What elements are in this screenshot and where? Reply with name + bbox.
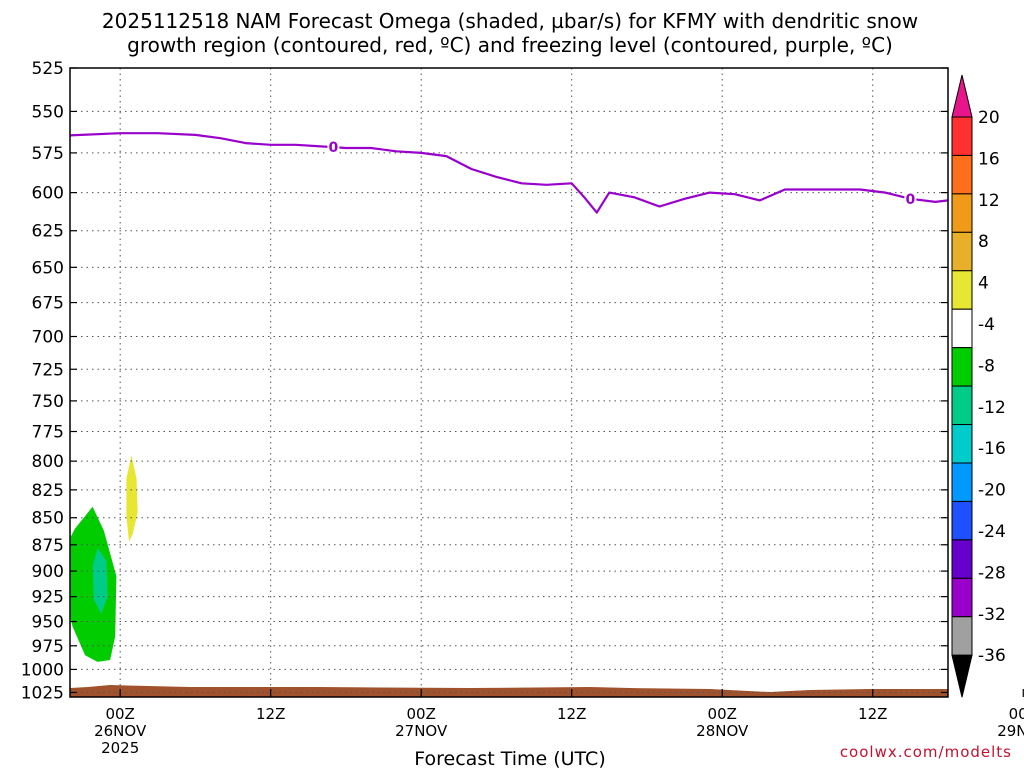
x-tick-label-12-0: 12Z — [256, 705, 285, 723]
x-tick-label-48-1: 28NOV — [696, 722, 749, 740]
x-tick-label-72-1: 29NOV — [997, 722, 1024, 740]
y-tick-label-875: 875 — [32, 536, 64, 556]
plot-area: 00 — [69, 67, 949, 698]
colorbar-label-8: -16 — [978, 439, 1006, 459]
colorbar-box-7 — [951, 385, 973, 426]
freezing-level-label-1: 0 — [905, 192, 915, 208]
colorbar-box-3 — [951, 231, 973, 272]
y-tick-label-900: 900 — [32, 562, 64, 582]
y-tick-label-725: 725 — [32, 360, 64, 380]
x-tick-label-24-0: 00Z — [407, 705, 436, 723]
colorbar-box-2 — [951, 193, 973, 233]
colorbar-box-0 — [951, 116, 973, 156]
freezing-level-line — [70, 132, 948, 214]
y-tick-label-550: 550 — [32, 102, 64, 122]
x-axis-label: Forecast Time (UTC) — [414, 748, 605, 768]
x-tick-label-0-0: 00Z — [105, 705, 134, 723]
terrain-ground — [70, 685, 948, 697]
y-tick-label-1000: 1000 — [21, 660, 64, 680]
y-tick-label-625: 625 — [32, 222, 64, 242]
x-tick-label-24-1: 27NOV — [395, 722, 448, 740]
y-tick-label-925: 925 — [32, 588, 64, 608]
contour-label-bg-1 — [904, 190, 917, 207]
x-tick-label-60-0: 12Z — [858, 705, 887, 723]
y-tick-label-975: 975 — [32, 637, 64, 657]
freezing-level-label-0: 0 — [329, 140, 339, 156]
y-tick-label-825: 825 — [32, 481, 64, 501]
credit-text[interactable]: coolwx.com/modelts — [840, 743, 1012, 761]
contour-label-bg-0 — [327, 139, 340, 156]
y-tick-label-650: 650 — [32, 258, 64, 278]
chart-title: 2025112518 NAM Forecast Omega (shaded, µ… — [102, 9, 918, 57]
y-tick-label-850: 850 — [32, 509, 64, 529]
y-tick-label-800: 800 — [32, 452, 64, 472]
x-tick-label-48-0: 00Z — [708, 705, 737, 723]
y-tick-label-750: 750 — [32, 392, 64, 412]
colorbar-box-6 — [951, 347, 973, 387]
y-tick-label-525: 525 — [32, 59, 64, 79]
colorbar-label-6: -8 — [978, 356, 995, 376]
y-tick-label-575: 575 — [32, 144, 64, 164]
colorbar-label-0: 20 — [978, 108, 1000, 128]
colorbar-box-5 — [951, 308, 973, 349]
x-axis: 00Z26NOV202512Z00Z27NOV12Z00Z28NOV12Z00Z… — [94, 689, 1024, 757]
colorbar-label-5: -4 — [978, 315, 995, 335]
colorbar-box-13 — [951, 616, 973, 656]
y-axis: 525 550 575 600 625 650 675 700 725 750 775 800 825 8… — [21, 59, 948, 703]
x-tick-label-0-1: 26NOV — [94, 722, 147, 740]
colorbar-label-2: 12 — [978, 191, 1000, 211]
colorbar-box-4 — [951, 270, 973, 310]
colorbar-box-8 — [951, 424, 973, 464]
x-tick-label-0-2: 2025 — [101, 739, 139, 757]
colorbar-box-11 — [951, 539, 973, 579]
colorbar-box-10 — [951, 500, 973, 541]
colorbar-label-13: -36 — [978, 646, 1006, 666]
x-tick-label-36-0: 12Z — [557, 705, 586, 723]
colorbar-box-12 — [951, 577, 973, 618]
omega-region-0 — [70, 506, 117, 662]
colorbar-label-10: -24 — [978, 522, 1006, 542]
colorbar-label-7: -12 — [978, 398, 1006, 418]
colorbar-box-9 — [951, 462, 973, 502]
colorbar-label-11: -28 — [978, 563, 1006, 583]
y-tick-label-950: 950 — [32, 613, 64, 633]
y-tick-label-675: 675 — [32, 294, 64, 314]
colorbar-label-9: -20 — [978, 481, 1006, 501]
colorbar-label-4: 4 — [978, 274, 989, 294]
y-tick-label-700: 700 — [32, 328, 64, 348]
colorbar: 20 16 12 8 4 -4 -8 -12 -16 -20 -24 -28 -32 -36 — [951, 74, 1006, 698]
plot-frame — [69, 67, 949, 698]
y-tick-label-775: 775 — [32, 423, 64, 443]
y-tick-label-1025: 1025 — [21, 683, 64, 703]
plot-contents: 00 — [70, 68, 948, 697]
colorbar-bottom-arrow — [951, 654, 973, 698]
colorbar-label-12: -32 — [978, 605, 1006, 625]
omega-region-1 — [92, 548, 108, 614]
omega-region-2 — [126, 455, 138, 542]
colorbar-label-1: 16 — [978, 149, 1000, 169]
colorbar-label-3: 8 — [978, 232, 989, 252]
y-tick-label-600: 600 — [32, 184, 64, 204]
title-line-2: growth region (contoured, red, ºC) and f… — [127, 33, 893, 57]
title-line-1: 2025112518 NAM Forecast Omega (shaded, µ… — [102, 9, 918, 33]
colorbar-top-arrow — [951, 74, 973, 118]
colorbar-box-1 — [951, 154, 973, 195]
x-tick-label-72-0: 00Z — [1009, 705, 1024, 723]
